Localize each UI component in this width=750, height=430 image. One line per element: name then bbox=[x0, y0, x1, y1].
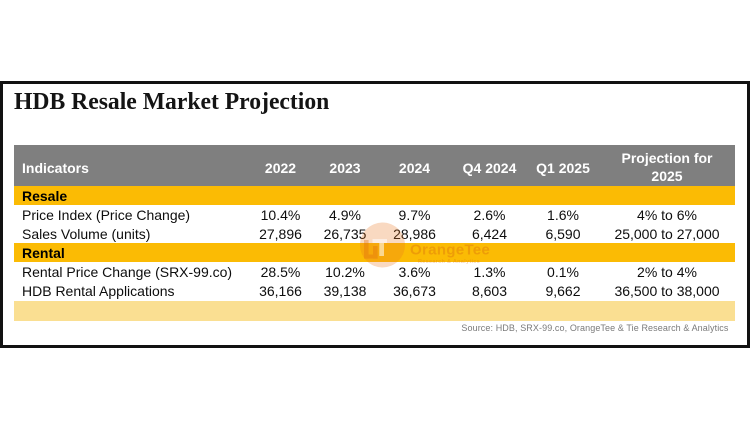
svg-text:OrangeTee: OrangeTee bbox=[410, 242, 490, 259]
svg-text:Research & Analytics: Research & Analytics bbox=[418, 259, 480, 265]
